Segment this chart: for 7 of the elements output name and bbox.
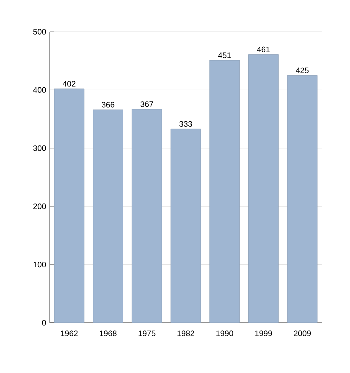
bar [287,75,318,323]
bar [170,128,202,323]
bar [54,88,85,323]
bar [132,109,162,323]
bar [93,110,124,323]
bar [210,60,240,323]
bar [248,54,279,323]
